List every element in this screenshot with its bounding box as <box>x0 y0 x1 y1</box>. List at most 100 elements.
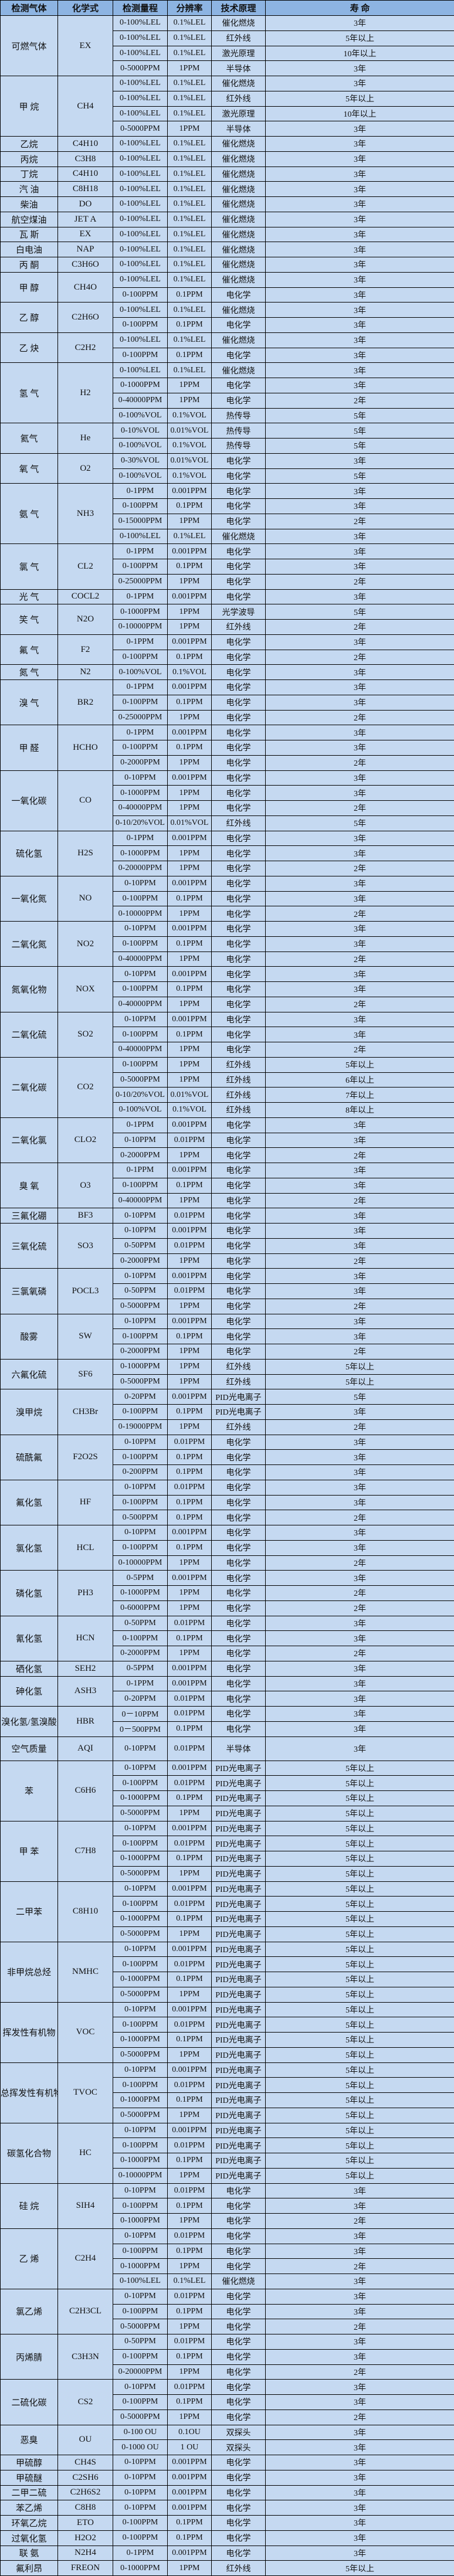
table-row: 可燃气体 EX 0-100%LEL 0.1%LEL 催化燃烧 3年 <box>0 15 454 76</box>
resolution: 0.1%LEL <box>167 242 212 257</box>
resolution: 1PPM <box>167 1865 212 1882</box>
table-row: 硒化氢 SEH2 0-5PPM 0.001PPM 电化学 3年 <box>0 1660 454 1677</box>
principle: 红外线 <box>211 1072 266 1088</box>
principle: 电化学 <box>211 679 266 695</box>
lifetime: 2年 <box>265 573 454 590</box>
table-row: 0-100%LEL 0.1%LEL 激光原理 10年以上 <box>1 106 454 122</box>
chemical-formula: CL2 <box>57 543 113 590</box>
range: 0-10PPM <box>113 1525 168 1541</box>
table-row: 0-5000PPM 1PPM 红外线 6年以上 <box>1 1072 454 1088</box>
table-row: 苯乙烯 C8H8 0-10PPM 0.001PPM 电化学 3年 <box>0 2500 454 2516</box>
table-row: 0-50PPM 0.01PPM 电化学 3年 <box>1 1283 454 1299</box>
principle: 电化学 <box>211 392 266 409</box>
chemical-formula: CLO2 <box>57 1117 113 1164</box>
principle: 电化学 <box>211 2379 266 2395</box>
principle: 电化学 <box>211 951 266 967</box>
table-row: 0-5000PPM 1PPM PID光电离子 5年以上 <box>1 1926 454 1942</box>
principle: PID光电离子 <box>211 1760 266 1776</box>
principle: 电化学 <box>211 1268 266 1284</box>
resolution: 0.1PPM <box>167 1790 212 1806</box>
chemical-formula: COCL2 <box>57 589 113 605</box>
principle: 电化学 <box>211 1540 266 1556</box>
lifetime: 3年 <box>265 257 454 273</box>
principle: 电化学 <box>211 1630 266 1646</box>
resolution: 0.001PPM <box>167 921 212 937</box>
gas-name: 笑 气 <box>0 604 58 635</box>
table-row: 硫酰氟 F2O2S 0-10PPM 0.01PPM 电化学 3年 <box>0 1434 454 1480</box>
range: 0－500PPM <box>113 1721 168 1737</box>
table-row: 0-6000PPM 1PPM 电化学 2年 <box>1 1600 454 1616</box>
principle: 电化学 <box>211 1600 266 1616</box>
chemical-formula: C8H8 <box>57 2500 113 2516</box>
lifetime: 5年以上 <box>265 1896 454 1912</box>
principle: 电化学 <box>211 1525 266 1541</box>
resolution: 0.1%LEL <box>167 226 212 243</box>
lifetime: 5年以上 <box>265 1972 454 1987</box>
principle: 激光原理 <box>211 106 266 122</box>
table-row: 0-100PPM 0.1PPM 电化学 3年 <box>1 2243 454 2259</box>
resolution: 0.001PPM <box>167 1117 212 1133</box>
chemical-formula: C3H6O <box>57 257 113 273</box>
range: 0-10000PPM <box>113 906 168 922</box>
range: 0-100%LEL <box>113 196 168 212</box>
lifetime: 3年 <box>265 2273 454 2289</box>
resolution: 0.01PPM <box>167 1706 212 1722</box>
table-row: 丙烯腈 C3H3N 0-50PPM 0.01PPM 电化学 3年 <box>0 2333 454 2380</box>
principle: PID光电离子 <box>211 1820 266 1837</box>
chemical-formula: C2H4 <box>57 2228 113 2289</box>
principle: 电化学 <box>211 921 266 937</box>
table-row: 0-100%LEL 0.1%LEL 红外线 5年以上 <box>1 30 454 46</box>
range: 0-1000PPM <box>113 1358 168 1375</box>
chemical-formula: F2O2S <box>57 1434 113 1480</box>
resolution: 0.01PPM <box>167 2379 212 2395</box>
table-row: 0-1000PPM 1PPM 电化学 3年 <box>1 845 454 861</box>
lifetime: 5年以上 <box>265 2001 454 2018</box>
range: 0-10PPM <box>113 2001 168 2018</box>
principle: 红外线 <box>211 815 266 831</box>
resolution: 1PPM <box>167 951 212 967</box>
lifetime: 10年以上 <box>265 106 454 122</box>
range: 0-100PPM <box>113 649 168 665</box>
principle: 电化学 <box>211 1615 266 1632</box>
gas-name: 二甲苯 <box>0 1881 58 1942</box>
lifetime: 3年 <box>265 2485 454 2501</box>
lifetime: 3年 <box>265 1479 454 1496</box>
range: 0-5000PPM <box>113 2319 168 2334</box>
table-row: 0-100PPM 0.01PPM PID光电离子 5年以上 <box>1 1775 454 1791</box>
range: 0-100%LEL <box>113 257 168 273</box>
principle: 红外线 <box>211 2560 266 2576</box>
table-row: 0-20000PPM 1PPM 电化学 2年 <box>1 861 454 876</box>
chemical-formula: NAP <box>57 242 113 257</box>
gas-name: 氟 气 <box>0 634 58 665</box>
principle: 电化学 <box>211 2198 266 2214</box>
range: 0-100PPM <box>113 317 168 333</box>
principle: PID光电离子 <box>211 1881 266 1897</box>
chemical-formula: EX <box>57 226 113 243</box>
chemical-formula: ASH3 <box>57 1676 113 1707</box>
table-row: 0-100PPM 0.1PPM 电化学 3年 <box>1 740 454 756</box>
lifetime: 3年 <box>265 347 454 363</box>
lifetime: 3年 <box>265 1117 454 1133</box>
table-row: 0-100PPM 0.1PPM 电化学 3年 <box>1 1328 454 1344</box>
principle: PID光电离子 <box>211 2077 266 2093</box>
table-row: 丙 酮 C3H6O 0-100%LEL 0.1%LEL 催化燃烧 3年 <box>0 257 454 273</box>
table-row: 0-1000PPM 1PPM 电化学 2年 <box>1 2258 454 2274</box>
resolution: 1PPM <box>167 1805 212 1821</box>
lifetime: 3年 <box>265 362 454 378</box>
gas-name: 丙烯腈 <box>0 2333 58 2380</box>
range: 0-100PPM <box>113 2394 168 2410</box>
lifetime: 2年 <box>265 1555 454 1571</box>
principle: 催化燃烧 <box>211 15 266 31</box>
resolution: 0.1PPM <box>167 1721 212 1737</box>
principle: 电化学 <box>211 1646 266 1661</box>
range: 0-10PPM <box>113 1011 168 1028</box>
principle: 红外线 <box>211 1374 266 1390</box>
gas-name: 苯乙烯 <box>0 2500 58 2516</box>
range: 0-100%LEL <box>113 90 168 107</box>
table-row: 0-15000PPM 1PPM 电化学 2年 <box>1 513 454 529</box>
resolution: 0.001PPM <box>167 2001 212 2018</box>
resolution: 0.01PPM <box>167 2137 212 2153</box>
principle: 电化学 <box>211 483 266 499</box>
gas-name: 航空煤油 <box>0 211 58 227</box>
table-row: 氰化氢 HCN 0-50PPM 0.01PPM 电化学 3年 <box>0 1615 454 1661</box>
